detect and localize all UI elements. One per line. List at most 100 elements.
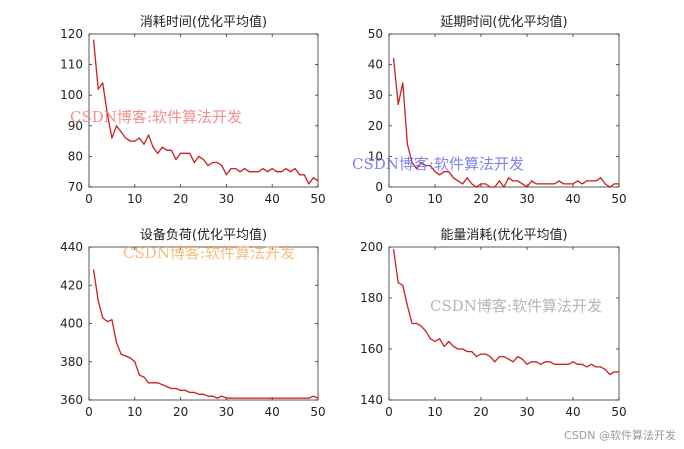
data-point <box>393 249 395 251</box>
data-point <box>294 397 296 399</box>
data-point <box>138 374 140 376</box>
data-point <box>503 356 505 358</box>
data-point <box>271 168 273 170</box>
data-point <box>517 180 519 182</box>
data-point <box>230 168 232 170</box>
x-tick-label: 40 <box>265 405 280 419</box>
data-point <box>600 177 602 179</box>
data-point <box>489 186 491 188</box>
data-point <box>166 149 168 151</box>
data-point <box>115 342 118 344</box>
data-point <box>600 366 602 368</box>
y-tick-label: 120 <box>60 27 83 41</box>
data-point <box>248 397 250 399</box>
data-point <box>535 361 537 363</box>
y-tick-label: 90 <box>68 119 83 133</box>
data-point <box>207 395 209 397</box>
data-point <box>280 171 282 173</box>
x-tick-label: 10 <box>127 192 142 206</box>
x-tick-label: 50 <box>310 192 325 206</box>
data-point <box>157 152 159 154</box>
data-point <box>202 158 205 161</box>
data-point <box>180 152 182 154</box>
y-tick-label: 20 <box>368 119 383 133</box>
data-point <box>230 397 232 399</box>
y-tick-label: 50 <box>368 27 383 41</box>
data-point <box>416 168 418 170</box>
data-point <box>202 393 205 395</box>
data-point <box>485 183 487 185</box>
x-tick-label: 30 <box>219 405 234 419</box>
data-point <box>93 269 95 271</box>
data-point <box>420 325 422 327</box>
data-point <box>129 357 131 359</box>
data-point <box>276 397 278 399</box>
data-point <box>508 358 510 360</box>
data-point <box>517 356 519 358</box>
watermark-gray: CSDN博客:软件算法开发 <box>430 297 602 315</box>
x-tick-label: 50 <box>310 405 325 419</box>
watermark-red: CSDN博客:软件算法开发 <box>70 108 242 126</box>
plot-frame <box>88 33 319 188</box>
data-point <box>212 395 214 397</box>
data-point <box>143 143 145 145</box>
data-point <box>289 397 292 399</box>
data-point <box>590 363 593 365</box>
data-point <box>613 371 616 373</box>
y-tick-label: 140 <box>360 393 383 407</box>
chart-title: 消耗时间(优化平均值) <box>140 14 267 30</box>
data-point <box>434 340 436 342</box>
data-point <box>93 39 95 41</box>
data-point <box>535 183 537 185</box>
x-tick-label: 30 <box>519 192 534 206</box>
series-line <box>392 249 619 376</box>
data-point <box>244 168 246 170</box>
data-point <box>244 397 246 399</box>
data-point <box>544 183 547 185</box>
data-point <box>494 361 496 363</box>
data-point <box>280 397 282 399</box>
data-point <box>420 161 422 164</box>
data-point <box>267 171 269 173</box>
data-point <box>198 155 200 157</box>
data-point <box>312 395 314 397</box>
data-point <box>406 305 408 307</box>
data-point <box>97 88 99 90</box>
data-point <box>540 363 542 365</box>
data-point <box>503 186 505 188</box>
csdn-footer: CSDN @软件算法开发 <box>564 429 676 442</box>
data-point <box>111 319 113 321</box>
y-tick-label: 100 <box>60 88 83 102</box>
chart-panel-4: 能量消耗(优化平均值) 0 10 20 30 40 50 140 160 180 200 <box>360 227 627 419</box>
data-point <box>586 366 588 368</box>
data-point <box>161 384 163 386</box>
data-point <box>429 338 431 340</box>
data-point <box>198 393 200 395</box>
data-point <box>572 361 574 363</box>
data-point <box>567 183 570 185</box>
data-point <box>257 397 260 399</box>
y-tick-label: 30 <box>368 88 383 102</box>
data-point <box>457 180 459 182</box>
data-point <box>147 134 150 136</box>
data-point <box>480 183 482 185</box>
data-point <box>416 322 418 325</box>
data-point <box>554 363 556 365</box>
data-point <box>531 180 533 182</box>
x-tick-label: 0 <box>85 405 93 419</box>
data-point <box>443 345 445 347</box>
data-point <box>452 177 454 179</box>
y-tick-label: 10 <box>368 149 383 163</box>
data-point <box>180 389 182 391</box>
data-point <box>521 183 524 185</box>
x-tick-label: 20 <box>173 192 188 206</box>
data-point <box>604 368 606 370</box>
chart-panel-3: 设备负荷(优化平均值) 0 10 20 30 40 50 360 380 400 420 440 <box>60 227 326 419</box>
data-point <box>512 361 514 363</box>
data-point <box>531 361 533 363</box>
data-point <box>262 168 264 170</box>
data-point <box>216 161 218 164</box>
data-point <box>111 137 113 139</box>
data-point <box>618 371 620 373</box>
data-point <box>166 386 168 388</box>
